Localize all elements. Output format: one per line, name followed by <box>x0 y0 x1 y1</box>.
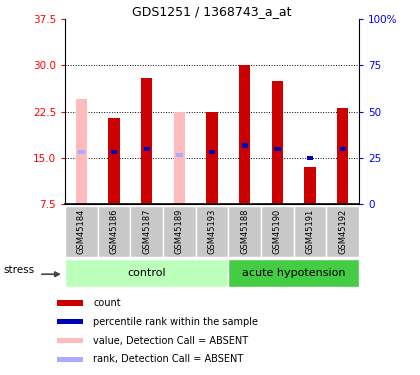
Title: GDS1251 / 1368743_a_at: GDS1251 / 1368743_a_at <box>132 4 292 18</box>
Bar <box>65 259 228 287</box>
Bar <box>76 99 87 204</box>
Bar <box>206 112 218 204</box>
Bar <box>163 206 196 257</box>
Bar <box>65 206 98 257</box>
Text: GSM45192: GSM45192 <box>338 209 347 254</box>
Bar <box>57 319 84 324</box>
Bar <box>196 206 228 257</box>
Bar <box>228 259 359 287</box>
Bar <box>241 143 248 148</box>
Text: stress: stress <box>3 265 34 275</box>
Bar <box>98 206 131 257</box>
Bar <box>326 206 359 257</box>
Bar <box>228 206 261 257</box>
Bar <box>57 338 84 344</box>
Bar <box>57 300 84 306</box>
Text: control: control <box>127 268 166 278</box>
Bar <box>261 206 294 257</box>
Bar <box>337 108 349 204</box>
Bar <box>304 167 316 204</box>
Text: GSM45190: GSM45190 <box>273 209 282 254</box>
Text: GSM45189: GSM45189 <box>175 209 184 254</box>
Bar <box>131 206 163 257</box>
Bar <box>78 150 84 154</box>
Text: percentile rank within the sample: percentile rank within the sample <box>93 316 258 327</box>
Bar <box>274 147 281 151</box>
Bar <box>307 156 313 160</box>
Text: acute hypotension: acute hypotension <box>242 268 346 278</box>
Bar <box>239 65 250 204</box>
Bar <box>176 153 183 157</box>
Bar <box>111 150 117 154</box>
Text: count: count <box>93 298 121 308</box>
Bar <box>141 78 152 204</box>
Text: GSM45187: GSM45187 <box>142 209 151 254</box>
Text: GSM45184: GSM45184 <box>77 209 86 254</box>
Bar <box>294 206 326 257</box>
Bar <box>272 81 283 204</box>
Text: GSM45191: GSM45191 <box>306 209 315 254</box>
Bar <box>209 150 215 154</box>
Bar <box>108 118 120 204</box>
Text: GSM45193: GSM45193 <box>207 209 217 254</box>
Bar <box>144 147 150 151</box>
Bar <box>340 147 346 151</box>
Text: GSM45188: GSM45188 <box>240 209 249 254</box>
Bar <box>174 112 185 204</box>
Bar <box>57 357 84 362</box>
Text: rank, Detection Call = ABSENT: rank, Detection Call = ABSENT <box>93 354 244 364</box>
Text: value, Detection Call = ABSENT: value, Detection Call = ABSENT <box>93 336 248 345</box>
Text: GSM45186: GSM45186 <box>110 209 118 254</box>
